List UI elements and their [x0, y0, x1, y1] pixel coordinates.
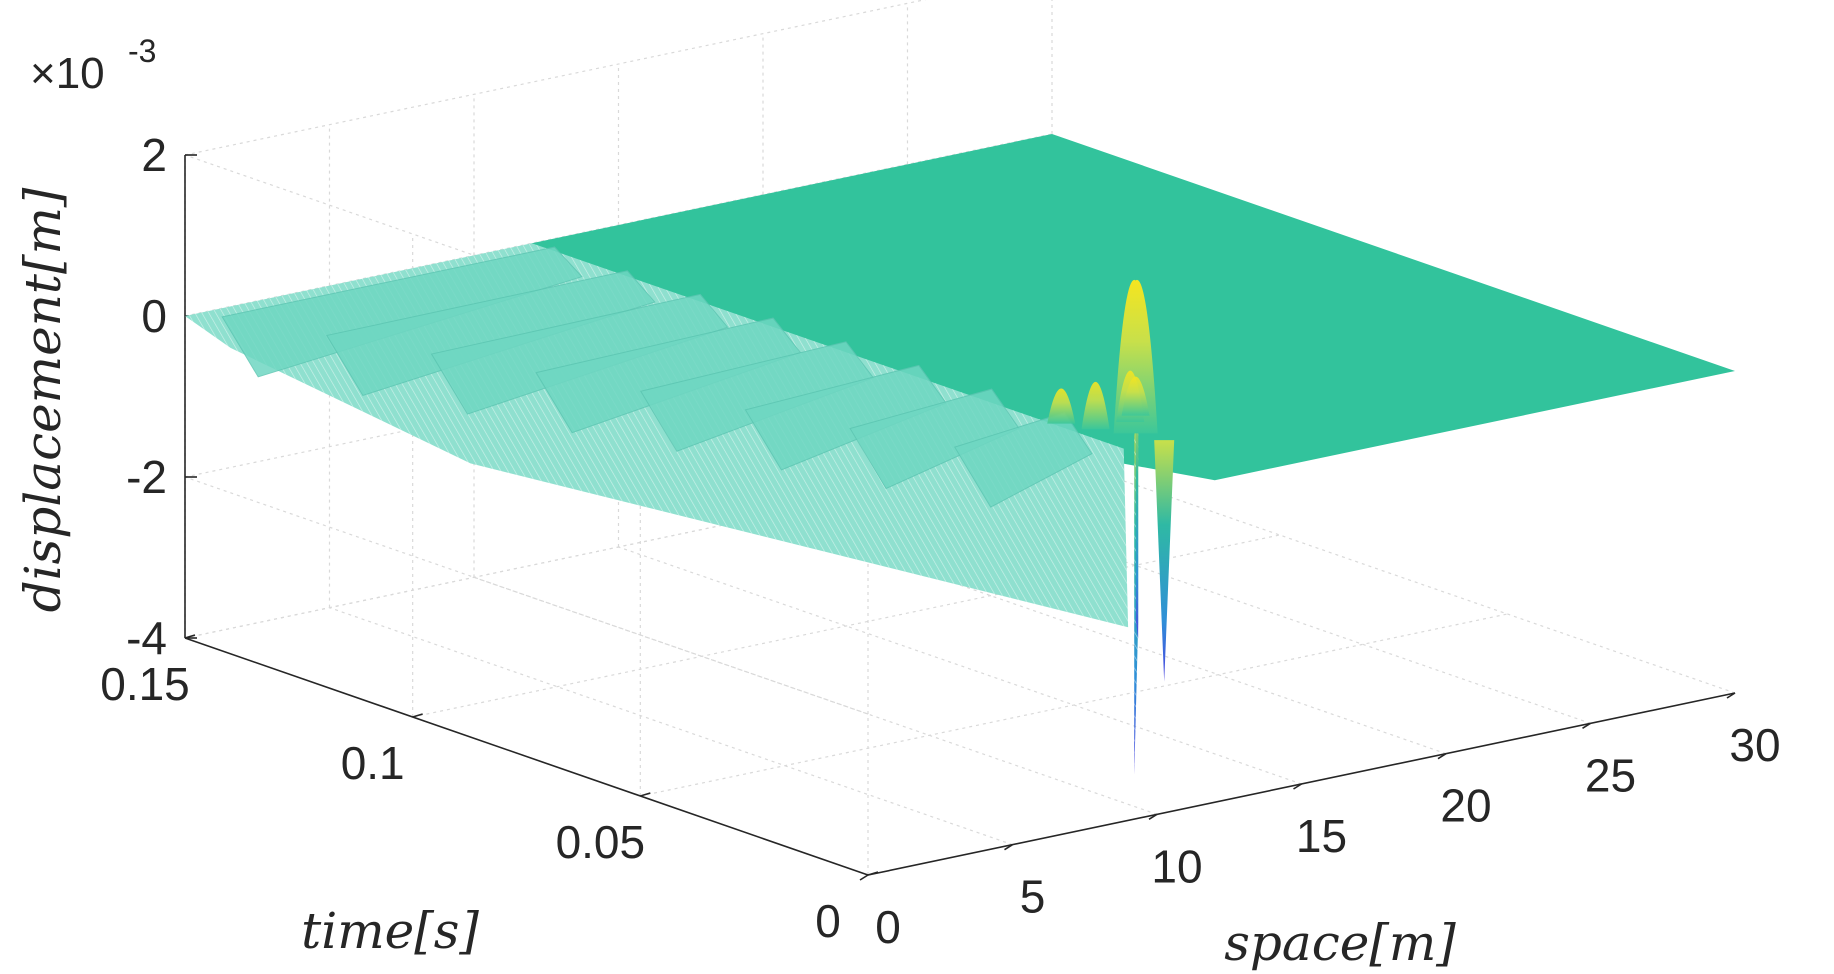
- y-axis-label: time[s]: [301, 902, 479, 960]
- grid-line: [412, 534, 1280, 718]
- y-axis-line: [184, 637, 869, 876]
- y-tick-label: 0: [815, 895, 841, 947]
- grid-line: [184, 476, 869, 715]
- x-tick-label: 20: [1440, 780, 1491, 832]
- grid-line: [1051, 455, 1736, 694]
- x-tick-label: 10: [1151, 840, 1202, 892]
- grid-line: [184, 455, 1053, 639]
- exponent-base: ×10: [30, 49, 105, 98]
- y-tick-mark: [867, 871, 879, 876]
- grid-line: [640, 613, 1508, 797]
- exponent-power: -3: [128, 33, 156, 69]
- y-tick-mark: [412, 713, 423, 718]
- axis-lines: [184, 154, 1736, 881]
- x-tick-mark: [1726, 692, 1736, 699]
- x-tick-mark: [1293, 783, 1302, 790]
- x-tick-mark: [1437, 752, 1447, 760]
- surface-ripple-ridge: [326, 270, 656, 397]
- x-tick-label: 5: [1020, 871, 1046, 923]
- z-tick-label: 0: [141, 290, 167, 342]
- y-tick-label: 0.15: [100, 658, 190, 710]
- exponent-label: ×10 -3: [30, 33, 156, 98]
- y-tick-label: 0.1: [341, 737, 405, 789]
- surface-flat-sheet: [391, 134, 1736, 481]
- surface-side-peak: [1121, 376, 1150, 416]
- x-tick-label: 25: [1585, 749, 1636, 801]
- z-tick-label: -2: [126, 451, 167, 503]
- surface: [185, 134, 1736, 775]
- z-tick-label: -4: [126, 612, 167, 664]
- surface-ripple-ridge: [430, 293, 729, 415]
- x-tick-mark: [1004, 843, 1013, 851]
- y-tick-mark: [640, 792, 651, 797]
- x-tick-mark: [859, 874, 869, 881]
- grid-line: [618, 546, 1302, 785]
- x-tick-label: 0: [875, 901, 901, 953]
- z-axis-label: displacement[m]: [14, 187, 72, 612]
- surface-ripple-ridge: [221, 246, 583, 378]
- surface-side-peak: [1047, 388, 1076, 424]
- surface-dip: [1154, 440, 1175, 682]
- z-tick-label: 2: [141, 129, 167, 181]
- x-tick-label: 15: [1296, 810, 1347, 862]
- x-tick-mark: [1582, 722, 1591, 730]
- x-tick-label: 30: [1729, 719, 1780, 771]
- surface-ripple-ridge: [953, 412, 1093, 508]
- y-tick-label: 0.05: [556, 816, 646, 868]
- grid-line: [184, 0, 927, 156]
- surface-side-peak: [1081, 381, 1110, 430]
- x-axis-label: space[m]: [1224, 914, 1456, 972]
- grid-line: [329, 607, 1013, 846]
- tick-labels: 0 5 10 15 20 25 30 0 0.05 0.1 0.15-4 -2 0 2: [100, 129, 1780, 953]
- surface-trough-wall-2: [1136, 388, 1139, 639]
- x-tick-mark: [1148, 813, 1158, 821]
